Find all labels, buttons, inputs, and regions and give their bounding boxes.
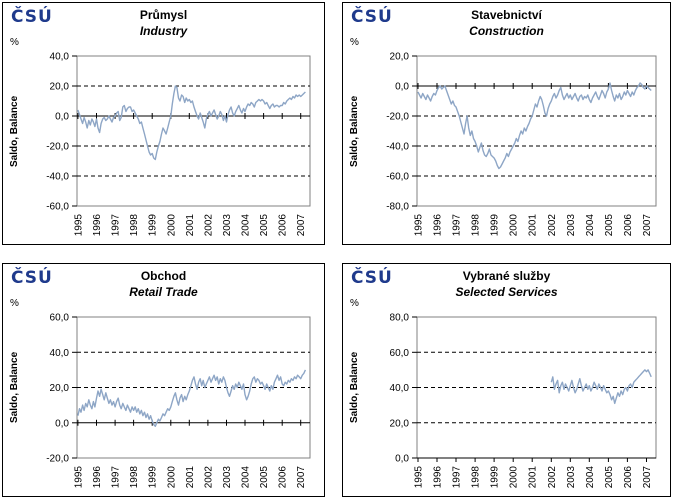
svg-text:2002: 2002	[547, 466, 558, 489]
svg-text:20,0: 20,0	[50, 82, 70, 93]
percent-unit-label: %	[350, 298, 359, 309]
percent-unit-label: %	[350, 37, 359, 48]
svg-text:1997: 1997	[111, 466, 122, 489]
svg-text:-20,0: -20,0	[386, 112, 409, 123]
svg-text:2002: 2002	[203, 214, 214, 237]
svg-text:2001: 2001	[528, 214, 539, 237]
chart-subtitle-industry: Industry	[139, 24, 188, 38]
svg-text:2003: 2003	[566, 466, 577, 489]
svg-text:1996: 1996	[433, 214, 444, 237]
chart-title-retail-trade: Obchod	[140, 269, 187, 283]
chart-panel-selected-services: ČSÚ Vybrané služby Selected Services % S…	[342, 263, 671, 497]
svg-text:2005: 2005	[604, 466, 615, 489]
svg-text:2006: 2006	[623, 466, 634, 489]
svg-text:2004: 2004	[585, 214, 596, 237]
svg-text:-60,0: -60,0	[386, 172, 409, 183]
svg-text:2002: 2002	[203, 466, 214, 489]
chart-canvas-selected-services: 80,0 60,0 40,0 20,0 0,0 1995 1996 1997 1998 1999 2…	[390, 313, 657, 489]
svg-text:1998: 1998	[471, 466, 482, 489]
svg-text:2000: 2000	[509, 466, 520, 489]
chart-panel-retail-trade: ČSÚ Obchod Retail Trade % Saldo, Balance…	[2, 263, 325, 497]
svg-text:2006: 2006	[278, 214, 289, 237]
svg-text:40,0: 40,0	[50, 52, 70, 63]
svg-text:2000: 2000	[166, 466, 177, 489]
chart-title-selected-services: Vybrané služby	[462, 269, 551, 283]
csu-logo: ČSÚ	[351, 268, 393, 288]
svg-text:1999: 1999	[490, 466, 501, 489]
svg-text:0,0: 0,0	[55, 112, 69, 123]
svg-text:1996: 1996	[433, 466, 444, 489]
svg-text:0,0: 0,0	[395, 82, 409, 93]
svg-text:1995: 1995	[414, 214, 425, 237]
svg-text:2004: 2004	[241, 214, 252, 237]
svg-text:2005: 2005	[259, 466, 270, 489]
svg-text:1996: 1996	[92, 214, 103, 237]
svg-text:2000: 2000	[166, 214, 177, 237]
svg-text:60,0: 60,0	[50, 313, 70, 324]
svg-text:2002: 2002	[547, 214, 558, 237]
svg-text:1999: 1999	[490, 214, 501, 237]
svg-text:40,0: 40,0	[390, 383, 410, 394]
chart-canvas-construction: 20,0 0,0 -20,0 -40,0 -60,0 -80,0 1995 1996 1997 1…	[386, 52, 657, 237]
chart-subtitle-retail-trade: Retail Trade	[129, 285, 198, 299]
svg-text:1999: 1999	[148, 466, 159, 489]
csu-logo: ČSÚ	[11, 268, 53, 288]
chart-panel-industry: ČSÚ Průmysl Industry % Saldo, Balance 40…	[2, 2, 325, 245]
csu-logo: ČSÚ	[351, 7, 393, 27]
chart-title-industry: Průmysl	[139, 8, 188, 22]
svg-text:1997: 1997	[452, 466, 463, 489]
chart-panel-construction: ČSÚ Stavebnictví Construction % Saldo, B…	[342, 2, 671, 245]
svg-text:2001: 2001	[185, 214, 196, 237]
svg-text:20,0: 20,0	[50, 383, 70, 394]
svg-text:2003: 2003	[222, 466, 233, 489]
chart-subtitle-construction: Construction	[469, 24, 544, 38]
svg-text:2000: 2000	[509, 214, 520, 237]
svg-text:1998: 1998	[471, 214, 482, 237]
chart-canvas-retail-trade: 60,0 40,0 20,0 0,0 -20,0 1995 1996 1997 1998 1999…	[46, 313, 311, 489]
svg-text:1995: 1995	[414, 466, 425, 489]
svg-text:0,0: 0,0	[55, 418, 69, 429]
svg-text:2005: 2005	[604, 214, 615, 237]
svg-text:2007: 2007	[296, 214, 307, 237]
svg-text:2007: 2007	[296, 466, 307, 489]
svg-text:2007: 2007	[642, 466, 653, 489]
chart-title-construction: Stavebnictví	[471, 8, 542, 22]
svg-text:2001: 2001	[528, 466, 539, 489]
svg-text:2001: 2001	[185, 466, 196, 489]
svg-text:-40,0: -40,0	[386, 142, 409, 153]
svg-text:1997: 1997	[452, 214, 463, 237]
svg-text:60,0: 60,0	[390, 348, 410, 359]
svg-text:20,0: 20,0	[390, 418, 410, 429]
svg-text:1996: 1996	[92, 466, 103, 489]
svg-text:-60,0: -60,0	[46, 202, 69, 213]
svg-text:20,0: 20,0	[390, 52, 410, 63]
svg-text:2006: 2006	[623, 214, 634, 237]
svg-text:2004: 2004	[585, 466, 596, 489]
svg-text:1999: 1999	[148, 214, 159, 237]
chart-canvas-industry: 40,0 20,0 0,0 -20,0 -40,0 -60,0 1995 1996 1997 19…	[46, 52, 311, 237]
svg-text:-80,0: -80,0	[386, 202, 409, 213]
svg-text:1998: 1998	[129, 466, 140, 489]
chart-subtitle-selected-services: Selected Services	[455, 285, 558, 299]
csu-logo: ČSÚ	[11, 7, 53, 27]
svg-text:40,0: 40,0	[50, 348, 70, 359]
svg-text:2003: 2003	[566, 214, 577, 237]
svg-text:-20,0: -20,0	[46, 142, 69, 153]
svg-text:-20,0: -20,0	[46, 454, 69, 465]
svg-text:1997: 1997	[111, 214, 122, 237]
percent-unit-label: %	[10, 37, 19, 48]
svg-text:2005: 2005	[259, 214, 270, 237]
svg-text:1998: 1998	[129, 214, 140, 237]
percent-unit-label: %	[10, 298, 19, 309]
svg-text:2003: 2003	[222, 214, 233, 237]
svg-text:1995: 1995	[73, 214, 84, 237]
svg-text:1995: 1995	[73, 466, 84, 489]
svg-text:-40,0: -40,0	[46, 172, 69, 183]
svg-text:2006: 2006	[278, 466, 289, 489]
svg-text:2007: 2007	[642, 214, 653, 237]
svg-text:2004: 2004	[241, 466, 252, 489]
svg-text:80,0: 80,0	[390, 313, 410, 324]
svg-text:0,0: 0,0	[395, 454, 409, 465]
